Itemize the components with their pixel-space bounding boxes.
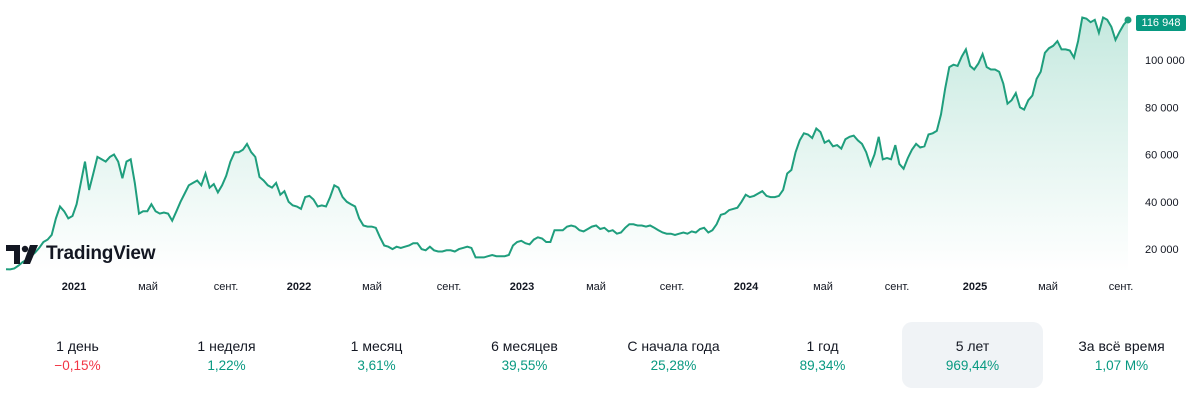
- period-label: 1 год: [806, 338, 839, 354]
- x-tick-label-month: май: [1038, 281, 1058, 293]
- period-label: 5 лет: [955, 338, 990, 354]
- x-tick-label-month: май: [586, 281, 606, 293]
- y-tick-label: 20 000: [1145, 244, 1179, 256]
- period-button[interactable]: 5 лет 969,44%: [902, 322, 1043, 388]
- x-tick-label-month: сент.: [437, 281, 462, 293]
- price-chart[interactable]: 20 000 40 000 60 000 80 000 100 000 2021 май с…: [0, 0, 1200, 300]
- tradingview-logo: TradingView: [6, 243, 156, 265]
- period-button[interactable]: 1 день −0,15%: [7, 322, 148, 388]
- y-tick-label: 80 000: [1145, 102, 1179, 114]
- price-line: [5, 16, 1129, 271]
- period-button[interactable]: 1 год 89,34%: [752, 322, 893, 388]
- period-button[interactable]: 6 месяцев 39,55%: [454, 322, 595, 388]
- x-tick-label-month: май: [362, 281, 382, 293]
- x-tick-label-month: май: [138, 281, 158, 293]
- period-change-value: 1,07 M%: [1094, 358, 1149, 373]
- x-tick-label-month: сент.: [660, 281, 685, 293]
- period-label: 1 месяц: [350, 338, 403, 354]
- x-tick-label-year: 2024: [734, 281, 759, 293]
- period-change-value: 89,34%: [799, 358, 846, 373]
- y-tick-label: 60 000: [1145, 150, 1179, 162]
- price-area-fill: [6, 17, 1128, 272]
- x-tick-label-month: сент.: [1109, 281, 1134, 293]
- x-axis: 2021 май сент. 2022 май сент. 2023 май сент. 2024…: [62, 281, 1134, 293]
- period-label: 1 неделя: [197, 338, 256, 354]
- last-price-badge: 116 948: [1136, 15, 1186, 31]
- period-button[interactable]: 1 месяц 3,61%: [306, 322, 447, 388]
- x-tick-label-year: 2025: [963, 281, 987, 293]
- tradingview-logo-text: TradingView: [46, 243, 156, 264]
- last-price-marker: [1124, 16, 1132, 24]
- period-change-value: 25,28%: [650, 358, 697, 373]
- period-button[interactable]: С начала года 25,28%: [603, 322, 744, 388]
- y-axis: 20 000 40 000 60 000 80 000 100 000: [1145, 55, 1185, 256]
- period-button[interactable]: За всё время 1,07 M%: [1051, 322, 1192, 388]
- period-change-value: 1,22%: [207, 358, 246, 373]
- x-tick-label-month: май: [813, 281, 833, 293]
- x-tick-label-year: 2021: [62, 281, 86, 293]
- x-tick-label-month: сент.: [885, 281, 910, 293]
- period-label: С начала года: [627, 338, 720, 354]
- period-label: 6 месяцев: [491, 338, 558, 354]
- x-tick-label-year: 2022: [287, 281, 311, 293]
- period-button[interactable]: 1 неделя 1,22%: [156, 322, 297, 388]
- period-selector: 1 день −0,15% 1 неделя 1,22% 1 месяц 3,61% 6 м…: [0, 322, 1200, 390]
- period-label: За всё время: [1078, 338, 1165, 354]
- period-change-value: −0,15%: [54, 358, 101, 373]
- period-change-value: 969,44%: [945, 358, 1000, 373]
- x-tick-label-year: 2023: [510, 281, 534, 293]
- tradingview-logo-icon: [6, 244, 38, 264]
- period-change-value: 3,61%: [357, 358, 396, 373]
- x-tick-label-month: сент.: [214, 281, 239, 293]
- y-tick-label: 100 000: [1145, 55, 1185, 67]
- y-tick-label: 40 000: [1145, 197, 1179, 209]
- chart-svg[interactable]: 20 000 40 000 60 000 80 000 100 000 2021 май с…: [0, 0, 1200, 300]
- period-label: 1 день: [56, 338, 99, 354]
- period-change-value: 39,55%: [501, 358, 548, 373]
